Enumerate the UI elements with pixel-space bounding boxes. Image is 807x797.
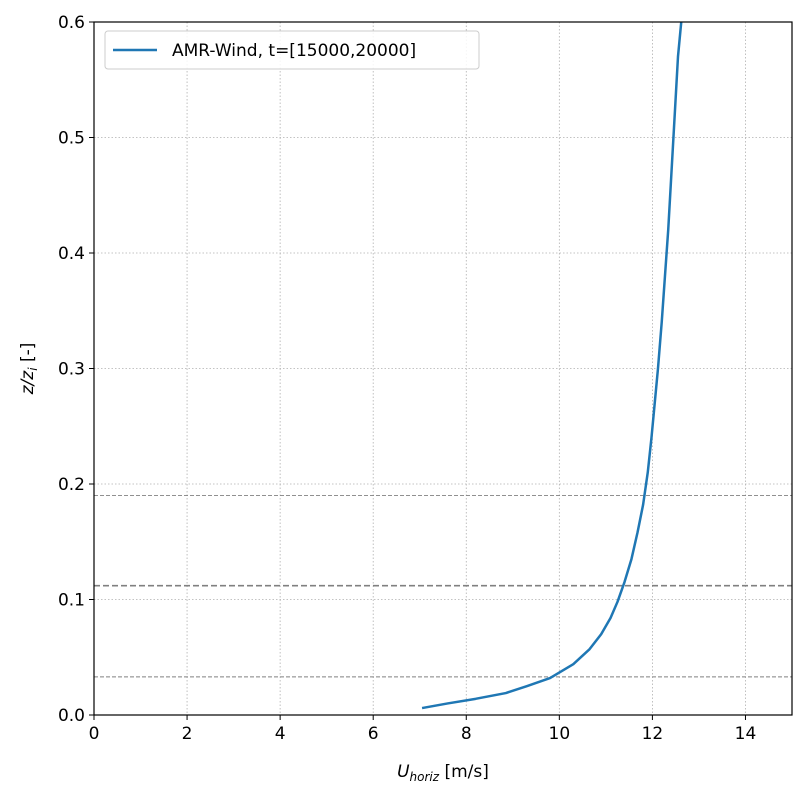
x-axis-label-main: U	[397, 762, 410, 782]
x-tick-label: 6	[368, 724, 379, 744]
y-tick-label: 0.2	[58, 475, 85, 495]
series-layer	[421, 21, 683, 710]
x-tick-label: 4	[275, 724, 286, 744]
axes-frame	[93, 21, 793, 716]
y-axis-ticks: 0.0 0.1 0.2 0.3 0.4 0.5 0.6	[58, 13, 94, 726]
x-tick-label: 14	[735, 724, 757, 744]
x-axis-label-rest: [m/s]	[439, 762, 489, 782]
y-tick-label: 0.3	[58, 360, 85, 380]
y-tick-label: 0.0	[58, 706, 85, 726]
x-tick-label: 10	[549, 724, 571, 744]
y-axis-label-rest: [-]	[18, 343, 38, 368]
legend-box	[104, 30, 480, 70]
x-axis-ticks: 0 2 4 6 8 10 12 14	[89, 715, 757, 744]
grid-lines	[93, 21, 792, 716]
x-axis-label: Uhoriz [m/s]	[397, 762, 489, 784]
x-tick-label: 8	[461, 724, 472, 744]
plot-area: 0 2 4 6 8 10 12 14 0.0 0.1 0.2 0.3 0.4 0.5 0.6	[58, 13, 793, 744]
x-tick-label: 12	[642, 724, 664, 744]
y-tick-label: 0.5	[58, 129, 85, 149]
x-tick-label: 2	[182, 724, 193, 744]
series-line	[421, 21, 683, 710]
y-tick-label: 0.1	[58, 591, 85, 611]
x-tick-label: 0	[89, 724, 100, 744]
y-tick-label: 0.6	[58, 13, 85, 33]
reference-lines	[94, 495, 792, 678]
legend-label: AMR-Wind, t=[15000,20000]	[172, 41, 416, 61]
y-axis-label: z/zi [-]	[18, 343, 40, 396]
y-axis-label-sub: i	[26, 367, 40, 371]
legend: AMR-Wind, t=[15000,20000]	[104, 30, 480, 70]
y-tick-label: 0.4	[58, 244, 85, 264]
y-axis-label-main: z/z	[18, 370, 38, 396]
x-axis-label-sub: horiz	[410, 770, 440, 784]
